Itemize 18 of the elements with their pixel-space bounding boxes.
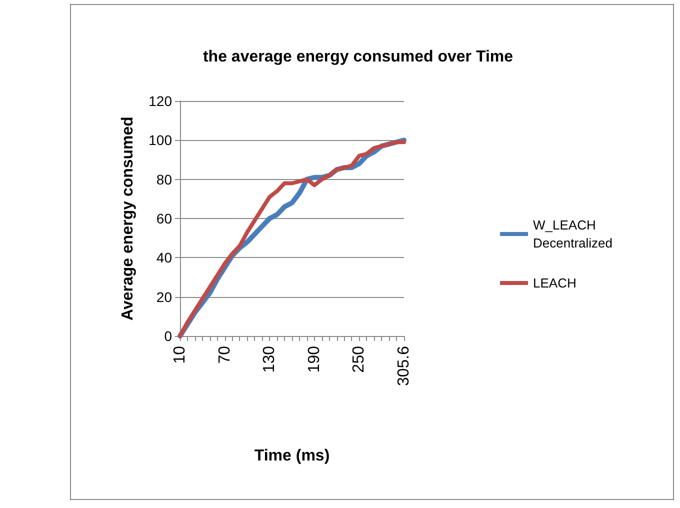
- x-tick-label: 305.6: [396, 346, 412, 386]
- y-tick-label: 0: [164, 328, 172, 344]
- y-tick-label: 40: [156, 250, 172, 266]
- chart-title: the average energy consumed over Time: [202, 48, 514, 66]
- x-tick-label: 130: [261, 346, 278, 373]
- x-tick-label: 190: [306, 346, 323, 373]
- legend-label: W_LEACH Decentralized: [533, 218, 612, 250]
- y-tick-label: 100: [148, 132, 172, 148]
- y-tick-label: 80: [156, 171, 172, 188]
- x-axis-title: Time (ms): [254, 448, 330, 464]
- x-tick-label: 10: [172, 346, 188, 364]
- y-tick-label: 120: [148, 93, 172, 109]
- x-tick-label: 250: [350, 346, 368, 373]
- x-tick-label: 70: [216, 346, 234, 364]
- y-tick-label: 20: [156, 288, 172, 305]
- y-tick-label: 60: [156, 210, 172, 226]
- y-axis-title: Average energy consumed: [120, 116, 136, 320]
- legend-label: LEACH: [533, 276, 576, 290]
